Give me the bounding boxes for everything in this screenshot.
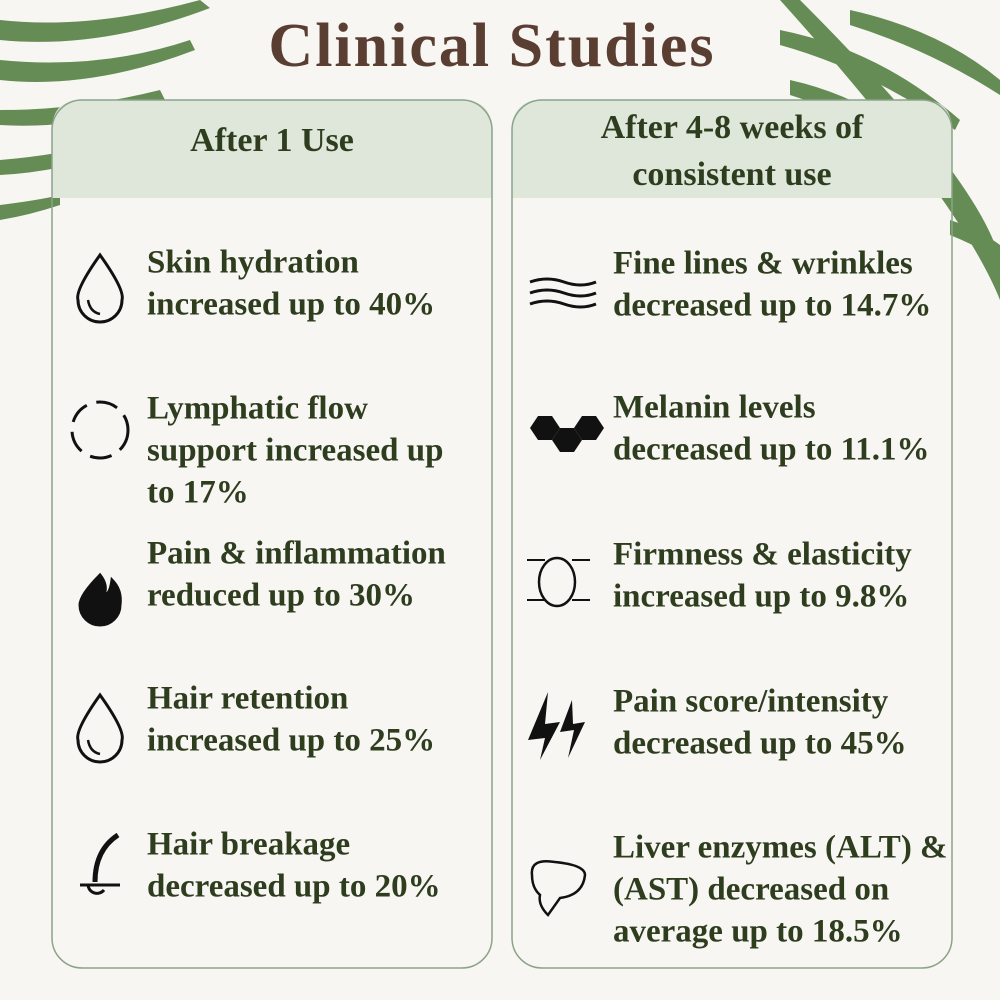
item-text: Melanin levels bbox=[613, 390, 816, 426]
item-text: increased up to 40% bbox=[147, 287, 435, 323]
item-text: (AST) decreased on bbox=[613, 872, 889, 908]
item-text: decreased up to 11.1% bbox=[613, 432, 930, 468]
column-header: consistent use bbox=[632, 156, 831, 193]
item-text: Hair retention bbox=[147, 681, 348, 717]
panel bbox=[511, 99, 953, 969]
panel bbox=[51, 99, 493, 969]
item-text: reduced up to 30% bbox=[147, 578, 415, 614]
item-text: decreased up to 20% bbox=[147, 869, 441, 905]
item-text: to 17% bbox=[147, 475, 249, 511]
item-text: increased up to 9.8% bbox=[613, 579, 909, 615]
item-text: increased up to 25% bbox=[147, 723, 435, 759]
item-text: decreased up to 14.7% bbox=[613, 288, 931, 324]
column-header: After 4-8 weeks of bbox=[601, 109, 864, 146]
title: Clinical Studies bbox=[268, 12, 715, 80]
item-text: Pain score/intensity bbox=[613, 684, 889, 720]
item-text: decreased up to 45% bbox=[613, 726, 907, 762]
item-text: Lymphatic flow bbox=[147, 391, 368, 427]
column-header: After 1 Use bbox=[190, 122, 354, 159]
item-text: Fine lines & wrinkles bbox=[613, 246, 913, 282]
item-text: Firmness & elasticity bbox=[613, 537, 912, 573]
icons bbox=[70, 252, 604, 917]
item-text: support increased up bbox=[147, 433, 443, 469]
item-text: average up to 18.5% bbox=[613, 914, 903, 950]
item-text: Skin hydration bbox=[147, 245, 359, 281]
item-text: Liver enzymes (ALT) & bbox=[613, 830, 948, 866]
item-text: Pain & inflammation bbox=[147, 536, 446, 572]
item-text: Hair breakage bbox=[147, 827, 350, 863]
